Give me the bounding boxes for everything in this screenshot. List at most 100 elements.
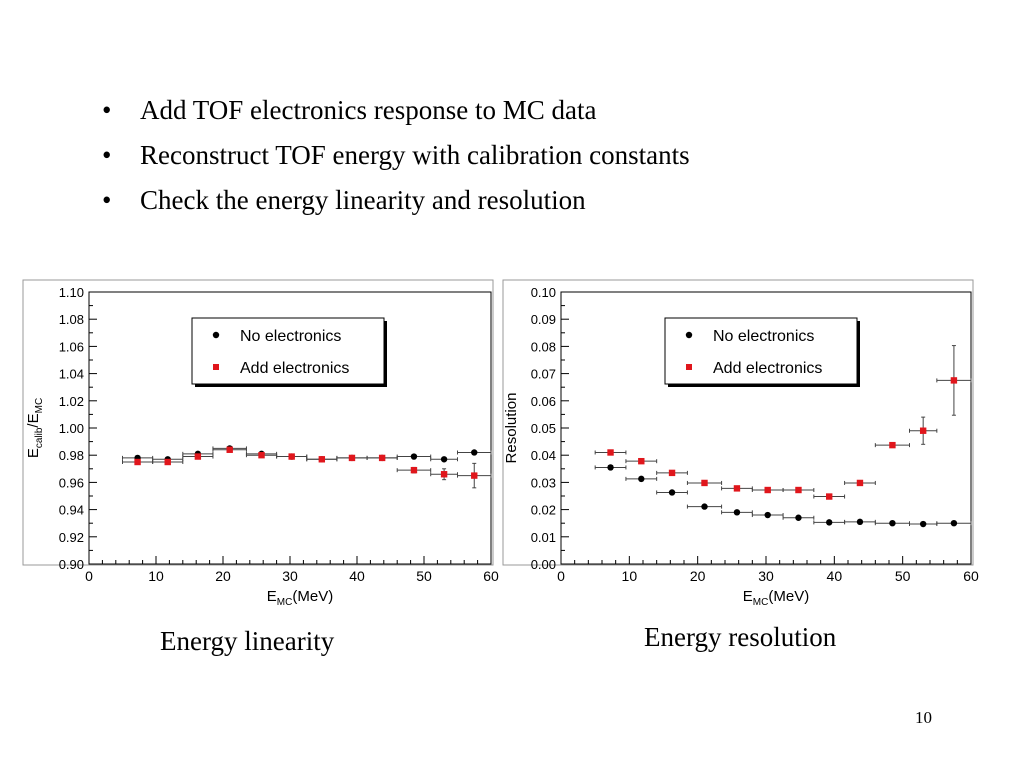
legend-label: No electronics bbox=[240, 328, 341, 345]
data-point bbox=[919, 427, 927, 434]
caption-resolution: Energy resolution bbox=[644, 622, 837, 652]
bullet-glyph: • bbox=[102, 140, 112, 170]
x-tick-label: 10 bbox=[622, 568, 638, 584]
x-tick-label: 50 bbox=[895, 568, 911, 584]
x-tick-label: 40 bbox=[827, 568, 843, 584]
data-point bbox=[764, 511, 771, 519]
data-point bbox=[348, 454, 356, 462]
data-point bbox=[826, 519, 833, 526]
bullet-list: • Add TOF electronics response to MC data… bbox=[102, 88, 690, 223]
data-point bbox=[950, 377, 958, 384]
data-point bbox=[795, 514, 802, 521]
data-point bbox=[701, 479, 708, 487]
data-point bbox=[638, 475, 645, 483]
data-point bbox=[226, 446, 233, 453]
data-point bbox=[410, 466, 418, 474]
y-tick-label: 0.08 bbox=[531, 339, 556, 354]
data-point bbox=[134, 458, 141, 466]
data-point bbox=[164, 458, 171, 466]
y-tick-label: 0.06 bbox=[531, 394, 556, 409]
caption-linearity: Energy linearity bbox=[160, 626, 335, 656]
data-point bbox=[889, 441, 896, 449]
data-point bbox=[764, 486, 771, 494]
data-point bbox=[258, 452, 265, 459]
data-point bbox=[440, 471, 448, 478]
y-tick-label: 0.09 bbox=[531, 312, 556, 327]
x-axis-label-base: E bbox=[743, 588, 753, 605]
data-point bbox=[194, 453, 202, 460]
data-point bbox=[701, 503, 708, 510]
y-tick-label: 0.96 bbox=[59, 475, 84, 490]
y-tick-label: 0.05 bbox=[531, 421, 556, 436]
x-axis-label-rest: (MeV) bbox=[292, 588, 333, 605]
y-tick-label: 0.98 bbox=[59, 448, 84, 463]
legend-label: Add electronics bbox=[240, 360, 349, 377]
y-tick-label: 0.10 bbox=[531, 285, 556, 300]
bullet-text: Check the energy linearity and resolutio… bbox=[140, 185, 586, 215]
x-axis-label-rest: (MeV) bbox=[768, 588, 809, 605]
y-tick-label: 1.08 bbox=[59, 312, 84, 327]
data-point bbox=[826, 493, 833, 500]
legend-box bbox=[664, 317, 858, 385]
y-tick-label: 1.10 bbox=[59, 285, 84, 300]
data-point bbox=[733, 509, 741, 516]
y-tick-label: 1.04 bbox=[59, 367, 84, 382]
x-tick-label: 40 bbox=[349, 568, 365, 584]
y-tick-label: 0.92 bbox=[59, 530, 84, 545]
data-point bbox=[607, 464, 614, 471]
x-tick-label: 10 bbox=[148, 568, 164, 584]
series-1 bbox=[594, 345, 972, 500]
x-axis-label: EMC(MeV) bbox=[743, 588, 809, 608]
x-tick-label: 60 bbox=[483, 568, 499, 584]
data-point bbox=[856, 518, 864, 526]
x-axis-label: EMC(MeV) bbox=[267, 588, 333, 608]
data-point bbox=[856, 479, 864, 487]
bullet-item: • Reconstruct TOF energy with calibration… bbox=[102, 133, 690, 178]
y-tick-label: 0.02 bbox=[531, 503, 556, 518]
legend-label: Add electronics bbox=[713, 360, 822, 377]
y-tick-label: 0.94 bbox=[59, 503, 84, 518]
data-point bbox=[607, 449, 614, 456]
x-axis-label-sub: MC bbox=[277, 597, 293, 608]
x-tick-label: 30 bbox=[282, 568, 298, 584]
data-point bbox=[410, 453, 418, 460]
legend-marker bbox=[213, 364, 219, 370]
data-point bbox=[733, 485, 741, 492]
bullet-glyph: • bbox=[102, 185, 112, 215]
data-point bbox=[919, 520, 927, 528]
y-tick-label: 0.00 bbox=[531, 557, 556, 572]
data-point bbox=[668, 469, 676, 477]
bullet-glyph: • bbox=[102, 95, 112, 125]
y-tick-label: 0.90 bbox=[59, 557, 84, 572]
legend-label: No electronics bbox=[713, 328, 814, 345]
y-axis-label-sub: MC bbox=[34, 398, 45, 414]
data-point bbox=[440, 456, 448, 463]
legend-marker bbox=[212, 331, 220, 339]
bullet-item: • Add TOF electronics response to MC data bbox=[102, 88, 690, 133]
y-axis-label-text: Resolution bbox=[503, 393, 520, 464]
y-tick-label: 0.04 bbox=[531, 448, 556, 463]
bullet-item: • Check the energy linearity and resoluti… bbox=[102, 178, 690, 223]
y-tick-label: 1.02 bbox=[59, 394, 84, 409]
legend-box bbox=[191, 317, 385, 385]
x-tick-label: 0 bbox=[557, 568, 565, 584]
data-point bbox=[378, 454, 386, 462]
y-tick-label: 0.01 bbox=[531, 530, 556, 545]
bullet-text: Reconstruct TOF energy with calibration … bbox=[140, 140, 690, 170]
data-point bbox=[288, 453, 295, 460]
linearity-chart: 0 10 20 30 40 50 60 0.90 0.92 0.94 0.96 0.98 1.00 1.0… bbox=[22, 279, 499, 608]
data-point bbox=[950, 520, 958, 527]
y-tick-label: 1.00 bbox=[59, 421, 84, 436]
legend-marker bbox=[685, 331, 693, 339]
x-tick-label: 30 bbox=[758, 568, 774, 584]
y-tick-label: 1.06 bbox=[59, 339, 84, 354]
data-point bbox=[638, 457, 645, 465]
x-tick-label: 60 bbox=[963, 568, 979, 584]
y-axis-label: Resolution bbox=[503, 393, 520, 464]
data-point bbox=[668, 489, 676, 496]
y-axis-label: Ecalib/EMC bbox=[25, 398, 45, 458]
series-1 bbox=[122, 446, 492, 489]
data-point bbox=[471, 472, 478, 479]
y-tick-label: 0.03 bbox=[531, 475, 556, 490]
legend-marker bbox=[686, 364, 692, 370]
